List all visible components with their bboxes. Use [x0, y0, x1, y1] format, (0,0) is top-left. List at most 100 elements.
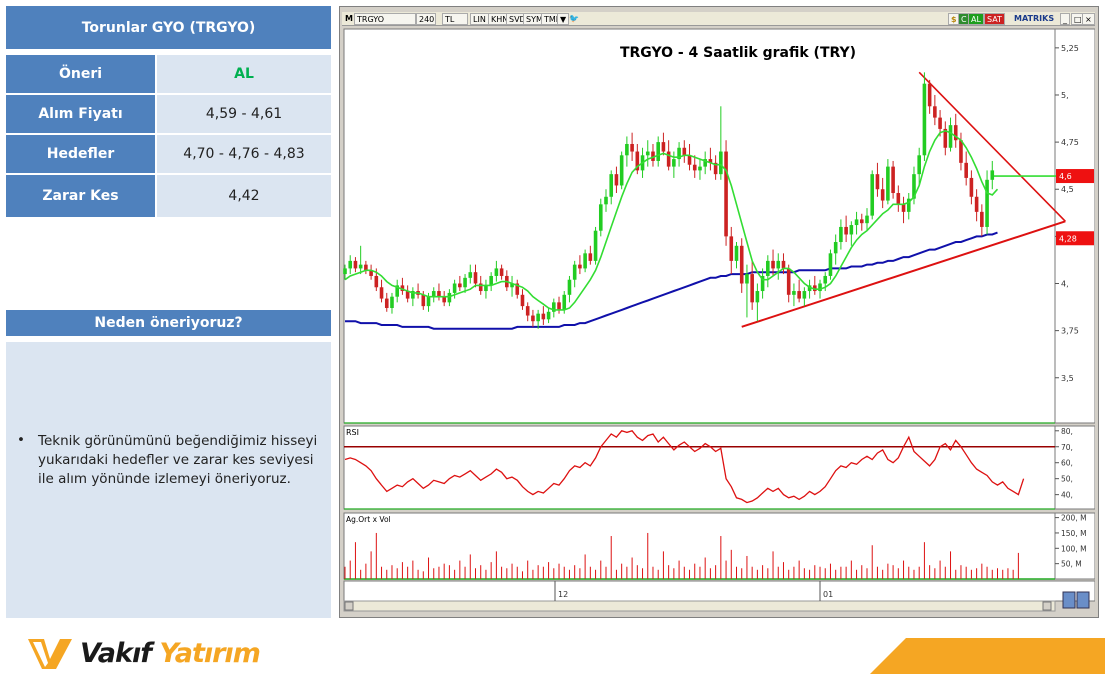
reason-box: [6, 342, 331, 618]
candle: [766, 255, 770, 288]
candle-body: [948, 125, 953, 148]
candle-body: [604, 196, 608, 205]
chart-title: TRGYO - 4 Saatlik grafik (TRY): [620, 45, 856, 61]
candle: [552, 298, 556, 318]
candle: [828, 249, 833, 280]
candle-body: [463, 277, 467, 288]
candle-body: [411, 291, 415, 299]
candle: [442, 291, 446, 307]
candle: [625, 136, 629, 167]
candle-body: [854, 219, 859, 226]
toolbar-matriks-button[interactable]: MATRIKS: [1014, 14, 1055, 23]
candle: [948, 117, 953, 152]
candle-body: [400, 285, 405, 292]
candle-body: [353, 260, 358, 269]
candle-body: [437, 291, 441, 297]
toolbar-bird-icon[interactable]: 🐦: [569, 14, 579, 23]
toggle-button-icon: [1076, 591, 1090, 609]
rsi-tick-label: 50,: [1061, 475, 1073, 484]
toolbar-lin[interactable]: LIN: [470, 13, 489, 25]
candle: [896, 185, 901, 212]
toolbar-sat-button[interactable]: SAT: [984, 13, 1005, 25]
stock-header: Torunlar GYO (TRGYO): [6, 6, 331, 49]
volume-label: Ag.Ort x Vol: [346, 515, 391, 524]
candle-body: [656, 142, 660, 161]
candle: [593, 226, 598, 265]
toolbar-symbol[interactable]: TRGYO: [354, 13, 416, 25]
window-minimize-button[interactable]: _: [1060, 13, 1070, 25]
candle: [776, 253, 781, 280]
toolbar-menu-m[interactable]: M: [345, 14, 353, 23]
chart-frame-layer: [342, 27, 1095, 614]
candle: [755, 283, 760, 322]
toolbar-al-button[interactable]: AL: [968, 13, 984, 25]
candle: [515, 279, 520, 299]
candle: [933, 94, 937, 126]
candle-body: [917, 155, 921, 175]
candle-body: [797, 291, 801, 299]
candle: [400, 277, 405, 295]
candle: [473, 264, 478, 288]
candle: [849, 221, 854, 246]
price-tick-label: 4,5: [1061, 185, 1074, 194]
candle: [525, 302, 530, 322]
candle: [969, 170, 974, 205]
candle-body: [896, 193, 901, 205]
candle: [912, 166, 916, 205]
trendline-support: [741, 220, 1066, 328]
candle-body: [588, 253, 593, 261]
price-marker-box: [1056, 231, 1094, 246]
candle-body: [828, 253, 833, 276]
candle-body: [729, 236, 734, 261]
candle-body: [980, 211, 984, 227]
candle-body: [818, 283, 822, 292]
candle-body: [891, 166, 895, 194]
brand-orange-band: [870, 638, 1105, 674]
window-close-button[interactable]: ×: [1082, 13, 1095, 25]
candle-body: [781, 260, 786, 269]
vakif-logo-icon: [28, 639, 72, 669]
candle-body: [833, 242, 838, 254]
row-value-zarar-kes: 4,42: [157, 175, 331, 217]
candle: [943, 121, 948, 156]
candle-body: [692, 164, 697, 171]
scroll-left-button: [344, 601, 354, 611]
candle: [985, 170, 989, 235]
candle-body: [839, 226, 843, 243]
candle: [369, 264, 373, 280]
price-marker-label: 4,28: [1059, 234, 1077, 243]
candle: [880, 177, 885, 209]
rsi-panel: RSI: [344, 428, 1055, 504]
candle: [953, 113, 958, 148]
candle-body: [724, 151, 728, 237]
candle: [447, 289, 452, 307]
candle-body: [625, 143, 629, 156]
candle-body: [927, 83, 932, 107]
volume-panel-bg: [343, 512, 1095, 580]
candle-body: [807, 285, 812, 292]
volume-tick-label: 150, M: [1061, 529, 1087, 538]
candle-body: [786, 268, 791, 295]
candle: [343, 264, 347, 280]
candle: [917, 147, 921, 186]
candle: [839, 219, 843, 250]
candle: [859, 213, 864, 231]
price-tick-label: 5,25: [1061, 44, 1079, 53]
candle: [536, 309, 540, 329]
time-axis-bg: [343, 580, 1095, 602]
candle-body: [384, 298, 389, 309]
toolbar-period[interactable]: 240: [416, 13, 436, 25]
candle-body: [452, 283, 457, 293]
reason-header: Neden öneriyoruz?: [6, 310, 331, 336]
candle: [734, 242, 739, 269]
brand-logo-text: Vakıf Yatırım: [80, 638, 261, 669]
row-label-oneri: Öneri: [6, 55, 155, 93]
toolbar-dropdown-icon[interactable]: ▼: [557, 13, 570, 25]
candle: [901, 196, 906, 224]
candle-body: [426, 296, 431, 307]
toolbar-currency[interactable]: TL: [442, 13, 468, 25]
rsi-panel-bg: [343, 425, 1095, 510]
reason-text: Teknik görünümünü beğendiğimiz hisseyi y…: [38, 433, 318, 487]
candle: [379, 279, 384, 303]
candle-body: [635, 151, 640, 171]
